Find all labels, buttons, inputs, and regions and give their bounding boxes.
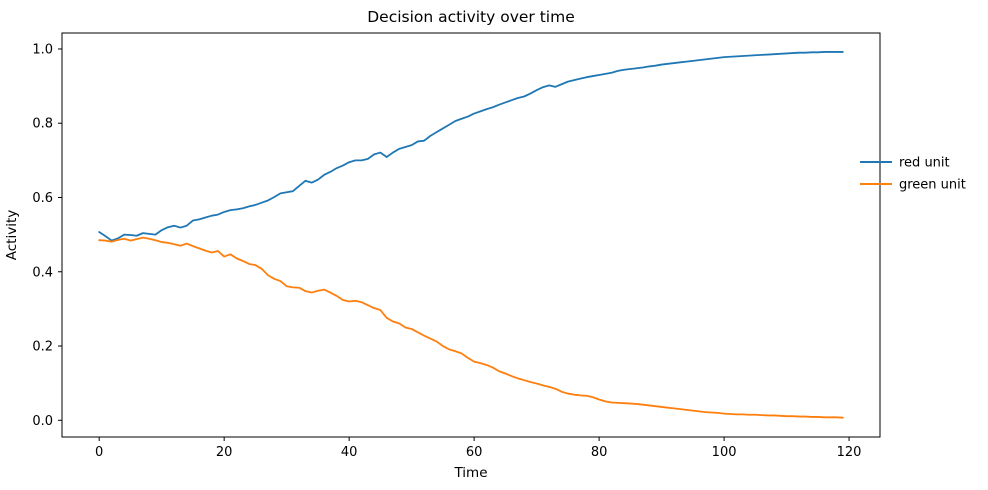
x-tick-label: 80 bbox=[591, 445, 608, 460]
series-line-red-unit bbox=[98, 51, 844, 242]
x-tick-label: 120 bbox=[837, 445, 862, 460]
x-tick-label: 60 bbox=[466, 445, 483, 460]
ticks-layer: 0 20 40 60 80 100 120 0.0 0.2 0.4 0.6 0.8 1.0 bbox=[32, 42, 861, 460]
legend-label-red-unit: red unit bbox=[899, 156, 950, 171]
legend-item-red-unit: red unit bbox=[860, 156, 950, 171]
series-layer bbox=[98, 51, 844, 419]
legend-label-green-unit: green unit bbox=[899, 178, 966, 193]
y-tick-label: 0.6 bbox=[32, 191, 53, 206]
series-line-green-unit bbox=[98, 236, 844, 419]
x-axis-label: Time bbox=[453, 465, 487, 481]
x-tick-label: 40 bbox=[341, 445, 358, 460]
legend: red unit green unit bbox=[860, 156, 966, 193]
axes-spines bbox=[61, 32, 881, 438]
y-tick-label: 0.0 bbox=[32, 414, 53, 429]
legend-item-green-unit: green unit bbox=[860, 178, 966, 193]
y-tick-label: 1.0 bbox=[32, 42, 53, 57]
y-tick-label: 0.8 bbox=[32, 117, 53, 132]
y-tick-label: 0.2 bbox=[32, 340, 53, 355]
chart-title: Decision activity over time bbox=[367, 8, 575, 26]
x-tick-label: 20 bbox=[216, 445, 233, 460]
y-axis-label: Activity bbox=[4, 210, 20, 261]
x-tick-label: 0 bbox=[95, 445, 103, 460]
x-tick-label: 100 bbox=[712, 445, 737, 460]
y-tick-label: 0.4 bbox=[32, 265, 53, 280]
